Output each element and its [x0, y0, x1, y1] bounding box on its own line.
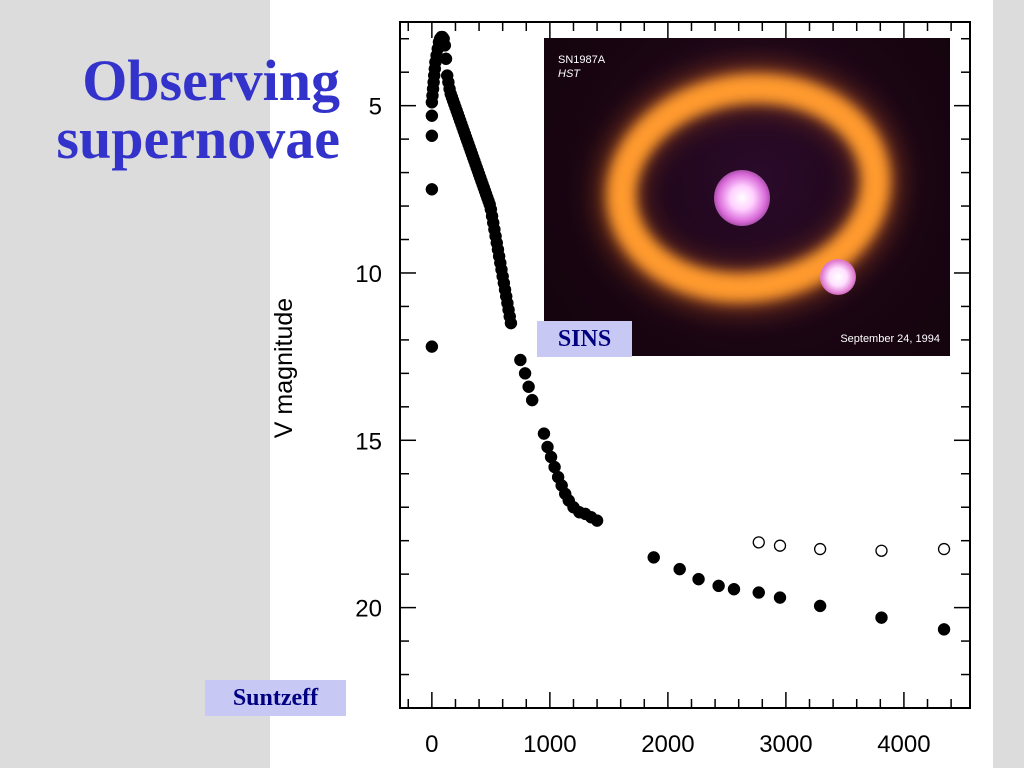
- right-gray-panel: [993, 0, 1024, 768]
- filled-data-point: [813, 599, 827, 613]
- photo-date-label: September 24, 1994: [840, 333, 940, 345]
- filled-data-point: [522, 380, 535, 394]
- open-data-point: [875, 544, 888, 557]
- y-tick-label: 20: [355, 596, 382, 623]
- image-credit-label: SINS: [537, 321, 632, 357]
- y-axis-title: V magnitude: [270, 298, 298, 438]
- filled-data-point: [438, 39, 452, 52]
- open-data-point: [937, 542, 951, 556]
- open-data-point: [813, 542, 827, 556]
- filled-data-point: [504, 316, 518, 330]
- x-tick-label: 0: [425, 731, 438, 758]
- left-gray-panel: [0, 0, 270, 768]
- filled-data-point: [773, 591, 787, 604]
- y-tick-label: 15: [355, 428, 382, 455]
- filled-data-point: [673, 562, 686, 576]
- axis-tick-labels: 0 1000 2000 3000 4000 5 10 15 20: [355, 94, 930, 758]
- filled-data-point: [712, 579, 725, 593]
- filled-data-point: [439, 52, 453, 66]
- filled-data-point: [727, 582, 741, 596]
- filled-data-point: [647, 551, 660, 564]
- x-tick-label: 2000: [641, 731, 694, 758]
- filled-data-point: [590, 514, 604, 527]
- x-tick-label: 1000: [523, 731, 576, 758]
- filled-data-point: [514, 353, 527, 367]
- open-data-point: [752, 536, 765, 549]
- title-line-2: supernovae: [56, 106, 340, 171]
- filled-data-point: [525, 393, 539, 407]
- slide-title: Observing supernovae: [56, 52, 340, 168]
- x-tick-label: 4000: [877, 731, 930, 758]
- photo-object-label: SN1987A: [558, 54, 606, 66]
- y-tick-label: 5: [369, 94, 382, 121]
- title-line-1: Observing: [82, 48, 340, 113]
- filled-data-point: [425, 109, 439, 122]
- filled-data-point: [518, 367, 532, 380]
- filled-data-point: [425, 129, 439, 143]
- axis-ticks: [400, 22, 970, 708]
- photo-telescope-label: HST: [558, 68, 580, 80]
- chart-credit-label: Suntzeff: [205, 680, 346, 716]
- y-tick-label: 10: [355, 261, 382, 288]
- x-tick-label: 3000: [759, 731, 812, 758]
- filled-data-point: [537, 427, 551, 440]
- sn1987a-ring-photo: SN1987A HST September 24, 1994: [544, 38, 950, 356]
- filled-data-point: [425, 183, 439, 196]
- filled-data-point: [425, 340, 439, 353]
- filled-data-point: [692, 572, 705, 586]
- neighbor-star: [820, 259, 856, 295]
- filled-data-point: [875, 611, 888, 624]
- supernova-core: [714, 170, 770, 226]
- data-points: [425, 30, 951, 636]
- filled-data-point: [937, 623, 951, 636]
- filled-data-point: [752, 586, 766, 599]
- open-data-point: [773, 539, 787, 552]
